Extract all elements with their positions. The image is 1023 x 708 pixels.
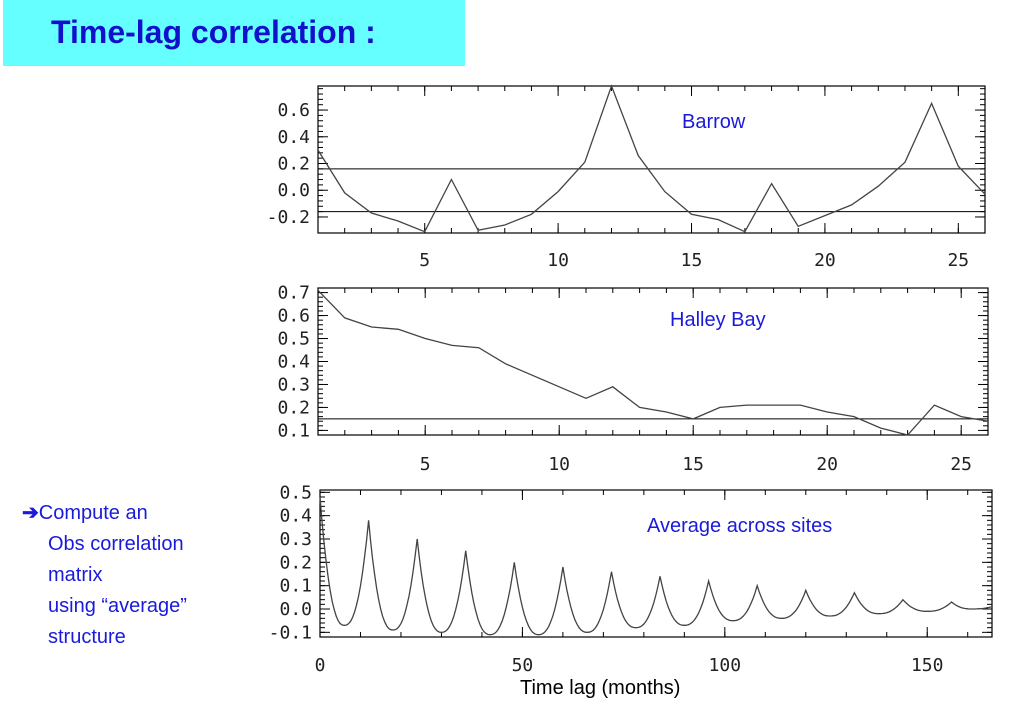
y-tick-label: 0.2 — [279, 552, 312, 573]
x-tick-label: 0 — [315, 655, 326, 676]
x-axis-label: Time lag (months) — [520, 677, 681, 699]
x-tick-label: 25 — [950, 454, 972, 475]
x-tick-label: 5 — [420, 454, 431, 475]
x-tick-label: 50 — [512, 655, 534, 676]
y-tick-label: 0.3 — [279, 529, 312, 550]
y-tick-label: 0.0 — [277, 180, 310, 201]
x-tick-label: 100 — [709, 655, 742, 676]
x-tick-label: 150 — [911, 655, 944, 676]
side-note-line-3: matrix — [48, 564, 103, 586]
x-tick-label: 20 — [816, 454, 838, 475]
y-tick-label: 0.3 — [277, 374, 310, 395]
y-tick-label: 0.4 — [277, 352, 310, 373]
title-banner: Time-lag correlation : — [3, 0, 465, 66]
series-line — [317, 289, 989, 436]
plot-frame — [317, 287, 989, 436]
y-tick-label: 0.0 — [279, 599, 312, 620]
side-note-line-1: ➔Compute an — [22, 498, 252, 529]
side-note-line-2: Obs correlation — [48, 533, 184, 555]
y-tick-label: 0.5 — [279, 482, 312, 503]
side-note-line-5: structure — [48, 626, 126, 648]
plot-frame — [317, 85, 986, 234]
y-tick-label: 0.6 — [277, 100, 310, 121]
y-tick-label: 0.1 — [277, 420, 310, 441]
x-tick-label: 5 — [419, 250, 430, 271]
side-note: ➔Compute an Obs correlation matrix using… — [22, 498, 252, 653]
series-line — [319, 496, 993, 636]
y-tick-label: 0.7 — [277, 283, 310, 304]
y-tick-label: 0.4 — [279, 506, 312, 527]
right-arrow-icon: ➔ — [22, 502, 39, 524]
plot-frame — [319, 489, 993, 638]
x-tick-label: 10 — [547, 250, 569, 271]
x-tick-label: 15 — [681, 250, 703, 271]
series-label: Halley Bay — [670, 309, 766, 331]
side-note-text-1: Compute an — [38, 502, 148, 524]
y-tick-label: 0.1 — [279, 576, 312, 597]
series-label: Barrow — [682, 111, 746, 133]
x-tick-label: 10 — [548, 454, 570, 475]
x-tick-label: 20 — [814, 250, 836, 271]
series-label: Average across sites — [647, 515, 832, 537]
y-tick-label: 0.5 — [277, 329, 310, 350]
side-note-line-4: using “average” — [48, 595, 187, 617]
page-title: Time-lag correlation : — [51, 14, 376, 50]
x-tick-label: 15 — [682, 454, 704, 475]
y-tick-label: -0.1 — [269, 622, 312, 643]
x-tick-label: 25 — [947, 250, 969, 271]
y-tick-label: 0.2 — [277, 154, 310, 175]
y-tick-label: 0.2 — [277, 397, 310, 418]
y-tick-label: -0.2 — [267, 207, 310, 228]
series-line — [317, 84, 986, 233]
y-tick-label: 0.4 — [277, 127, 310, 148]
y-tick-label: 0.6 — [277, 306, 310, 327]
